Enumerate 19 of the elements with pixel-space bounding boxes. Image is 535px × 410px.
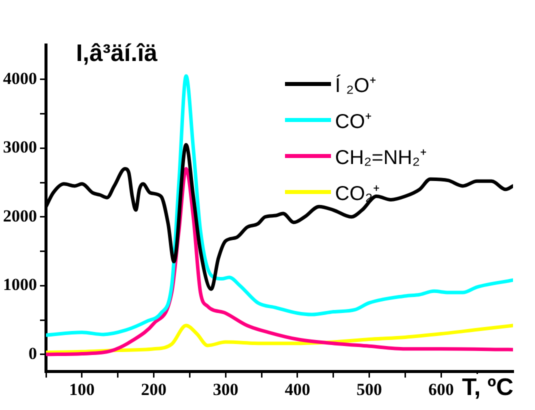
legend-label: CO₂⁺: [335, 182, 380, 206]
legend-label: Í ₂O⁺: [335, 74, 376, 98]
legend-label: CO⁺: [335, 110, 372, 134]
y-tick-label: 2000: [3, 206, 37, 226]
x-tick-label: 300: [212, 380, 238, 400]
x-axis-title: T, ºC: [460, 374, 516, 402]
y-tick-label: 1000: [3, 275, 37, 294]
x-tick-label: 600: [428, 380, 454, 400]
legend-label: CH₂=NH₂⁺: [335, 146, 427, 170]
y-tick-label: 3000: [3, 138, 37, 157]
y-axis-title: I,â³äí.îä: [76, 40, 158, 68]
x-tick-label: 400: [284, 380, 310, 400]
x-tick-label: 500: [356, 380, 382, 400]
x-tick-label: 200: [141, 380, 167, 400]
y-tick-label: 4000: [3, 68, 37, 88]
x-tick-label: 100: [69, 380, 95, 400]
line-series: [46, 74, 513, 337]
line-series: [46, 324, 513, 354]
y-tick-label: 0: [28, 344, 37, 363]
